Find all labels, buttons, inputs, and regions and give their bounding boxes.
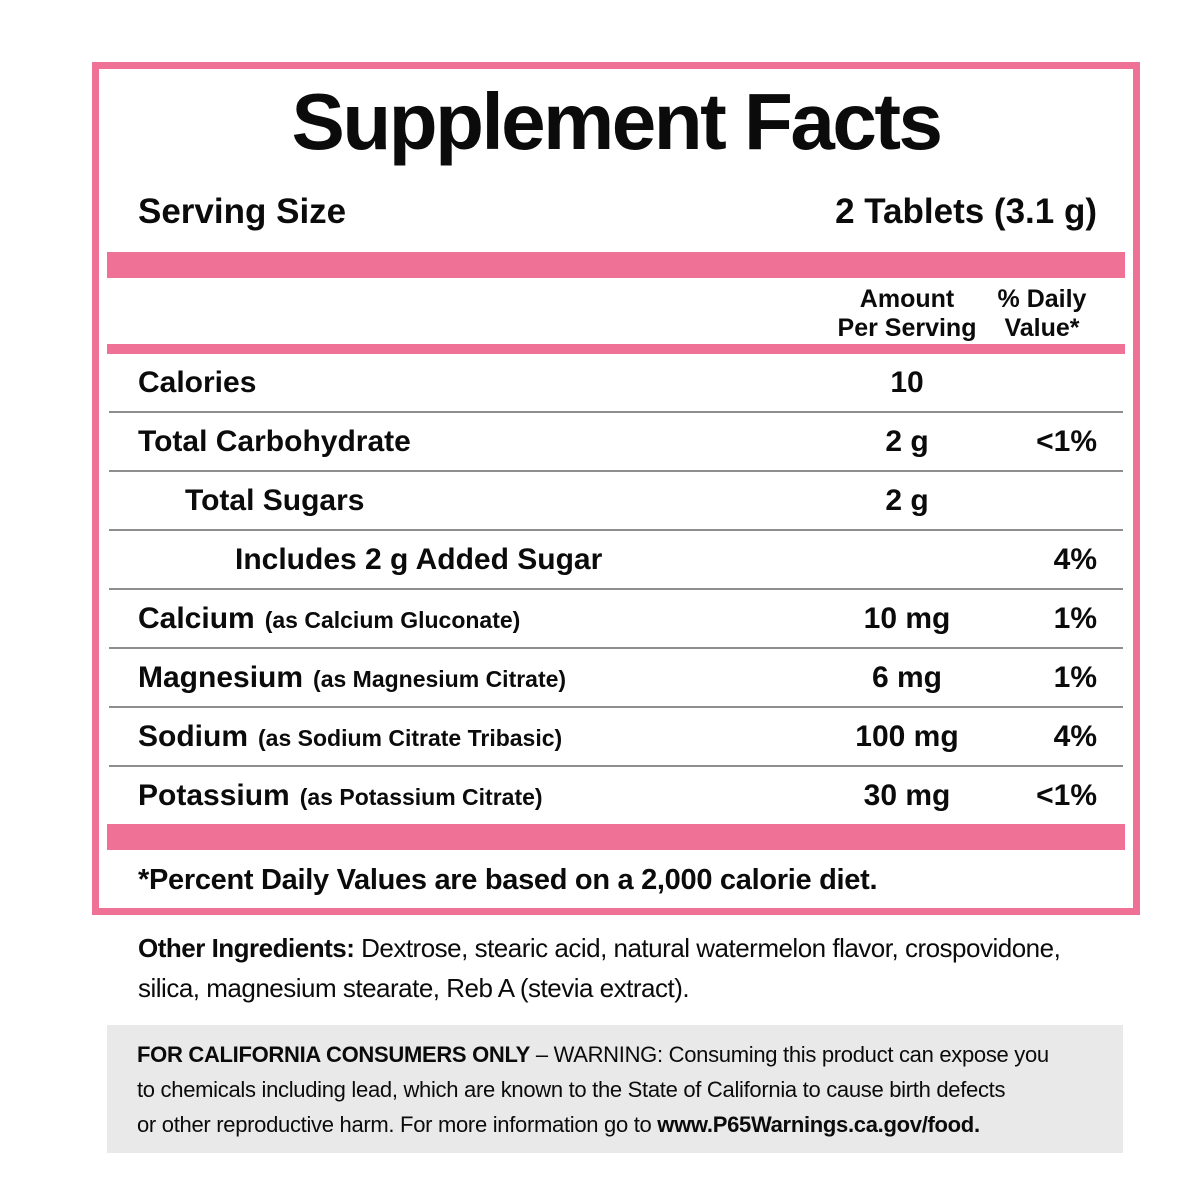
- warning-line1: FOR CALIFORNIA CONSUMERS ONLY – WARNING:…: [137, 1037, 1093, 1072]
- nutrient-row-sodium: Sodium (as Sodium Citrate Tribasic) 100 …: [99, 708, 1133, 765]
- serving-size-label: Serving Size: [138, 192, 347, 231]
- nutrient-name-wrap: Calcium (as Calcium Gluconate): [138, 602, 827, 636]
- amount-value: 2 g: [885, 424, 929, 458]
- nutrient-source: (as Potassium Citrate): [299, 783, 543, 810]
- amount-value: 10 mg: [863, 601, 951, 635]
- amount-value: 6 mg: [871, 660, 943, 694]
- daily-value: 4%: [1053, 719, 1097, 753]
- warning-text3: or other reproductive harm. For more inf…: [137, 1112, 658, 1137]
- nutrient-row-added-sugar: Includes 2 g Added Sugar 4%: [99, 531, 1133, 588]
- nutrient-row-calcium: Calcium (as Calcium Gluconate) 10 mg 1%: [99, 590, 1133, 647]
- warning-line3: or other reproductive harm. For more inf…: [137, 1107, 1093, 1142]
- other-ingredients-line1: Other Ingredients: Dextrose, stearic aci…: [138, 928, 1061, 968]
- row-divider: [109, 706, 1123, 708]
- california-warning-box: FOR CALIFORNIA CONSUMERS ONLY – WARNING:…: [107, 1025, 1123, 1153]
- daily-value: 1%: [1053, 601, 1097, 635]
- pink-divider-bar-bottom: [107, 824, 1125, 850]
- nutrient-row-total-carbohydrate: Total Carbohydrate 2 g <1%: [99, 413, 1133, 470]
- nutrient-name: Includes 2 g Added Sugar: [235, 542, 603, 576]
- other-ingredients: Other Ingredients: Dextrose, stearic aci…: [138, 928, 1061, 1008]
- row-divider: [109, 588, 1123, 590]
- amount-header-line1: Amount: [859, 285, 955, 313]
- daily-value: <1%: [1036, 424, 1097, 458]
- nutrient-name-wrap: Potassium (as Potassium Citrate): [138, 779, 827, 813]
- daily-value-header-line2: Value*: [1004, 314, 1080, 342]
- serving-size-value: 2 Tablets (3.1 g): [835, 192, 1097, 231]
- daily-value-header: % Daily Value*: [987, 285, 1097, 343]
- nutrient-name-wrap: Total Sugars: [138, 484, 827, 518]
- nutrient-name: Sodium: [138, 719, 248, 753]
- row-divider: [109, 411, 1123, 413]
- supplement-facts-panel: Supplement Facts Serving Size 2 Tablets …: [92, 62, 1140, 915]
- daily-value-header-line1: % Daily: [997, 285, 1087, 313]
- amount-value: 100 mg: [855, 719, 959, 753]
- nutrient-name: Potassium: [138, 778, 290, 812]
- nutrient-name: Total Carbohydrate: [138, 424, 411, 458]
- nutrient-row-potassium: Potassium (as Potassium Citrate) 30 mg <…: [99, 767, 1133, 824]
- nutrient-name-wrap: Includes 2 g Added Sugar: [138, 543, 827, 577]
- daily-value: 1%: [1053, 660, 1097, 694]
- daily-value-footnote: *Percent Daily Values are based on a 2,0…: [138, 864, 878, 896]
- nutrient-row-calories: Calories 10: [99, 354, 1133, 411]
- warning-text1: – WARNING: Consuming this product can ex…: [530, 1042, 1049, 1067]
- nutrient-source: (as Calcium Gluconate): [264, 606, 521, 633]
- row-divider: [109, 647, 1123, 649]
- row-divider: [109, 470, 1123, 472]
- amount-value: 30 mg: [863, 778, 951, 812]
- other-ingredients-line2: silica, magnesium stearate, Reb A (stevi…: [138, 973, 690, 1003]
- nutrient-name: Total Sugars: [185, 483, 365, 517]
- nutrient-source: (as Magnesium Citrate): [313, 665, 567, 692]
- nutrient-name-wrap: Calories: [138, 366, 827, 400]
- amount-header: Amount Per Serving: [827, 285, 987, 343]
- panel-title: Supplement Facts: [291, 77, 943, 166]
- warning-link: www.P65Warnings.ca.gov/food.: [657, 1112, 980, 1137]
- nutrient-name: Calories: [138, 365, 257, 399]
- nutrient-source: (as Sodium Citrate Tribasic): [258, 724, 563, 751]
- amount-value: 2 g: [885, 483, 929, 517]
- warning-lead: FOR CALIFORNIA CONSUMERS ONLY: [137, 1042, 531, 1067]
- other-ingredients-label: Other Ingredients:: [138, 933, 355, 963]
- nutrient-row-magnesium: Magnesium (as Magnesium Citrate) 6 mg 1%: [99, 649, 1133, 706]
- row-divider: [109, 765, 1123, 767]
- warning-line2: to chemicals including lead, which are k…: [137, 1077, 1006, 1102]
- nutrient-name-wrap: Sodium (as Sodium Citrate Tribasic): [138, 720, 827, 754]
- serving-size-row: Serving Size 2 Tablets (3.1 g): [99, 191, 1133, 233]
- nutrient-name: Magnesium: [138, 660, 304, 694]
- row-divider: [109, 529, 1123, 531]
- nutrient-name-wrap: Total Carbohydrate: [138, 425, 827, 459]
- daily-value: 4%: [1053, 542, 1097, 576]
- amount-header-line2: Per Serving: [837, 314, 977, 342]
- pink-divider-bar-thin: [107, 344, 1125, 354]
- nutrient-name: Calcium: [138, 601, 255, 635]
- table-header-row: Amount Per Serving % Daily Value*: [99, 285, 1133, 343]
- amount-value: 10: [890, 365, 924, 399]
- other-ingredients-text1: Dextrose, stearic acid, natural watermel…: [354, 933, 1061, 963]
- nutrient-name-wrap: Magnesium (as Magnesium Citrate): [138, 661, 827, 695]
- nutrient-row-total-sugars: Total Sugars 2 g: [99, 472, 1133, 529]
- pink-divider-bar: [107, 252, 1125, 278]
- daily-value: <1%: [1036, 778, 1097, 812]
